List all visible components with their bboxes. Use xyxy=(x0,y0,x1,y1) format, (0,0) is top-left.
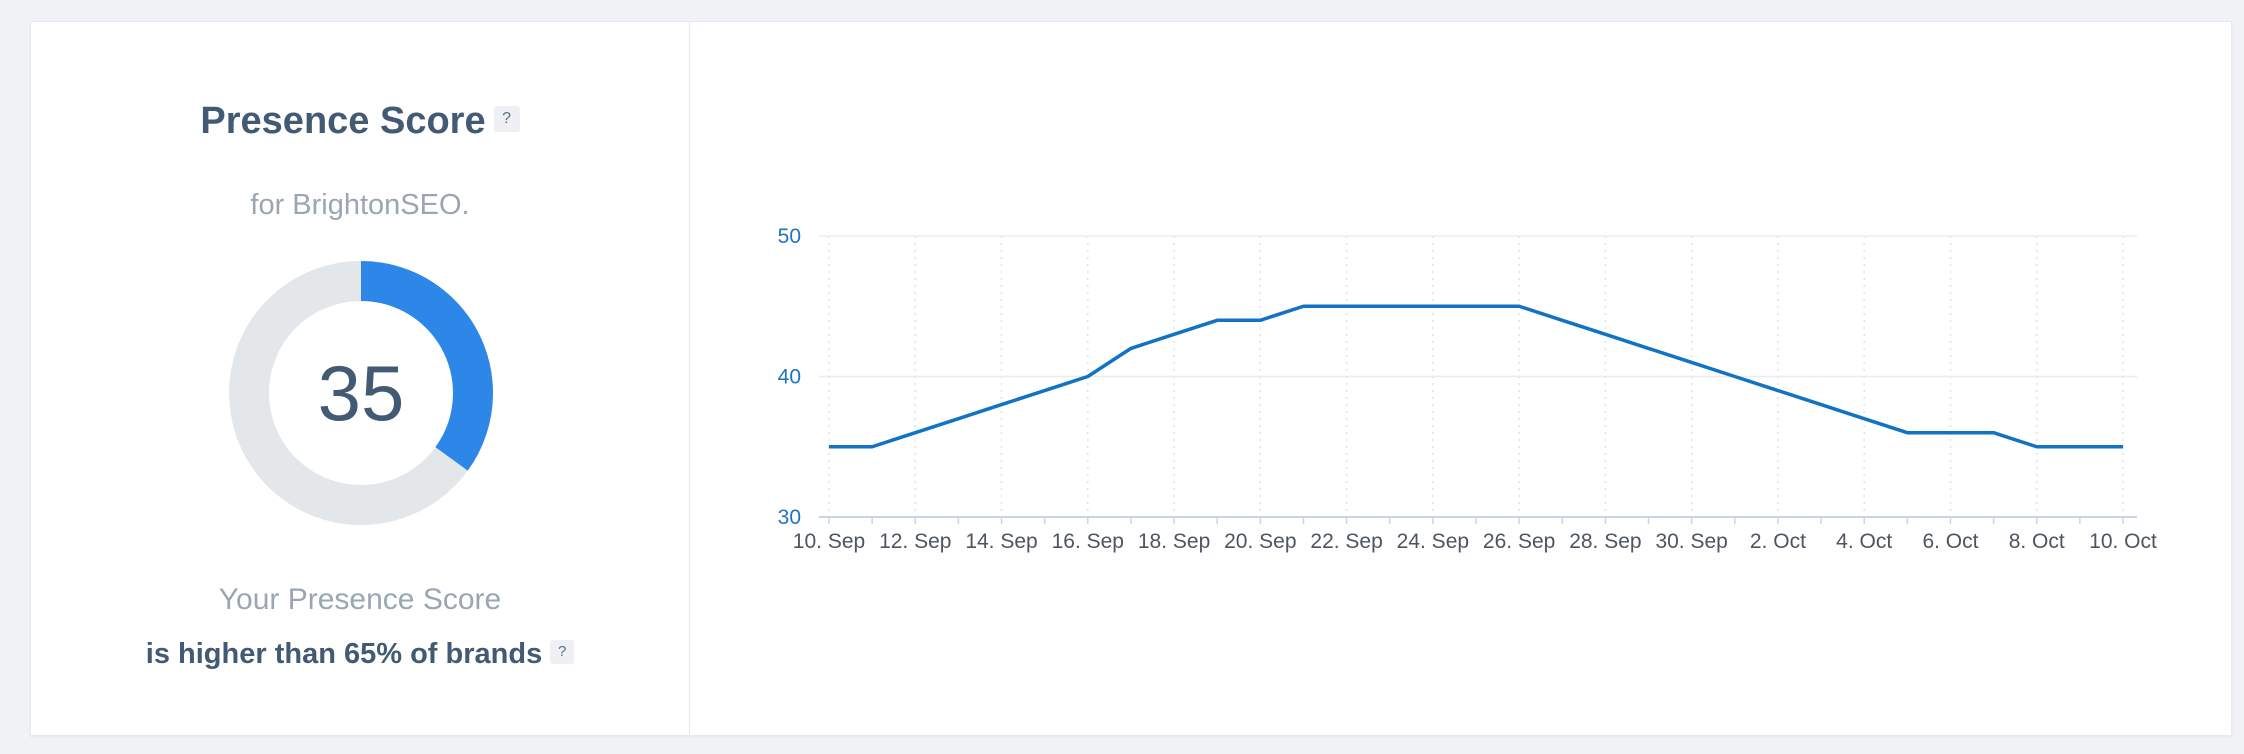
x-tick-label: 28. Sep xyxy=(1569,530,1641,553)
x-tick-label: 16. Sep xyxy=(1052,530,1124,553)
data-point[interactable] xyxy=(1689,359,1695,365)
data-point[interactable] xyxy=(2034,444,2040,450)
score-comparison: is higher than 65% of brands? xyxy=(31,638,689,671)
score-donut xyxy=(229,261,493,525)
y-tick-label: 40 xyxy=(778,366,801,389)
x-tick-label: 2. Oct xyxy=(1750,530,1806,553)
data-point[interactable] xyxy=(2077,444,2083,450)
data-point[interactable] xyxy=(1991,430,1997,436)
data-point[interactable] xyxy=(1775,388,1781,394)
presence-title-row: Presence Score? xyxy=(31,100,689,143)
data-point[interactable] xyxy=(1085,374,1091,380)
chart-axes: 30 40 50 10. Sep 12. Sep 14. Sep 16. Sep 18. Se… xyxy=(778,225,2157,553)
data-point[interactable] xyxy=(1559,317,1565,323)
data-point[interactable] xyxy=(1732,374,1738,380)
data-point[interactable] xyxy=(1430,303,1436,309)
presence-title: Presence Score xyxy=(200,100,486,142)
data-point[interactable] xyxy=(912,430,918,436)
x-tick-label: 20. Sep xyxy=(1224,530,1296,553)
score-comparison-text: is higher than 65% of brands xyxy=(145,638,543,670)
data-point[interactable] xyxy=(1904,430,1910,436)
data-point[interactable] xyxy=(1128,345,1134,351)
data-point[interactable] xyxy=(826,444,832,450)
data-point[interactable] xyxy=(955,416,961,422)
presence-score-panel: Presence Score? for BrightonSEO. 35 Your… xyxy=(31,22,690,735)
x-tick-label: 4. Oct xyxy=(1836,530,1892,553)
chart-series xyxy=(826,303,2126,450)
comparison-help-icon[interactable]: ? xyxy=(550,640,575,665)
score-value: 35 xyxy=(317,349,405,437)
data-point[interactable] xyxy=(1171,331,1177,337)
x-tick-label: 10. Sep xyxy=(793,530,865,553)
help-icon[interactable]: ? xyxy=(493,105,520,132)
x-tick-label: 12. Sep xyxy=(879,530,951,553)
x-tick-label: 24. Sep xyxy=(1397,530,1469,553)
data-point[interactable] xyxy=(2120,444,2126,450)
presence-line-chart: 30 40 50 10. Sep 12. Sep 14. Sep 16. Sep 18. Se… xyxy=(778,225,2157,553)
data-point[interactable] xyxy=(999,402,1005,408)
data-point[interactable] xyxy=(1214,317,1220,323)
x-tick-label: 26. Sep xyxy=(1483,530,1555,553)
x-tick-label: 6. Oct xyxy=(1922,530,1978,553)
data-point[interactable] xyxy=(1300,303,1306,309)
presence-card: Presence Score? for BrightonSEO. 35 Your… xyxy=(30,21,2232,736)
y-tick-label: 50 xyxy=(778,225,801,248)
donut-value-arc xyxy=(229,261,493,525)
data-point[interactable] xyxy=(1344,303,1350,309)
x-tick-label: 30. Sep xyxy=(1655,530,1727,553)
x-tick-label: 22. Sep xyxy=(1310,530,1382,553)
data-point[interactable] xyxy=(1387,303,1393,309)
series-line xyxy=(829,304,2123,449)
data-point[interactable] xyxy=(1861,416,1867,422)
x-tick-label: 10. Oct xyxy=(2089,530,2157,553)
data-point[interactable] xyxy=(1818,402,1824,408)
x-tick-label: 14. Sep xyxy=(965,530,1037,553)
x-tick-label: 18. Sep xyxy=(1138,530,1210,553)
data-point[interactable] xyxy=(1473,303,1479,309)
score-caption: Your Presence Score xyxy=(218,583,502,616)
data-point[interactable] xyxy=(1947,430,1953,436)
data-point[interactable] xyxy=(1516,303,1522,309)
y-tick-label: 30 xyxy=(778,506,801,529)
data-point[interactable] xyxy=(1042,388,1048,394)
data-point[interactable] xyxy=(1257,317,1263,323)
x-tick-label: 8. Oct xyxy=(2009,530,2065,553)
data-point[interactable] xyxy=(1646,345,1652,351)
data-point[interactable] xyxy=(1602,331,1608,337)
chart-grid xyxy=(819,235,2137,518)
presence-subtitle: for BrightonSEO. xyxy=(250,189,470,221)
data-point[interactable] xyxy=(869,444,875,450)
